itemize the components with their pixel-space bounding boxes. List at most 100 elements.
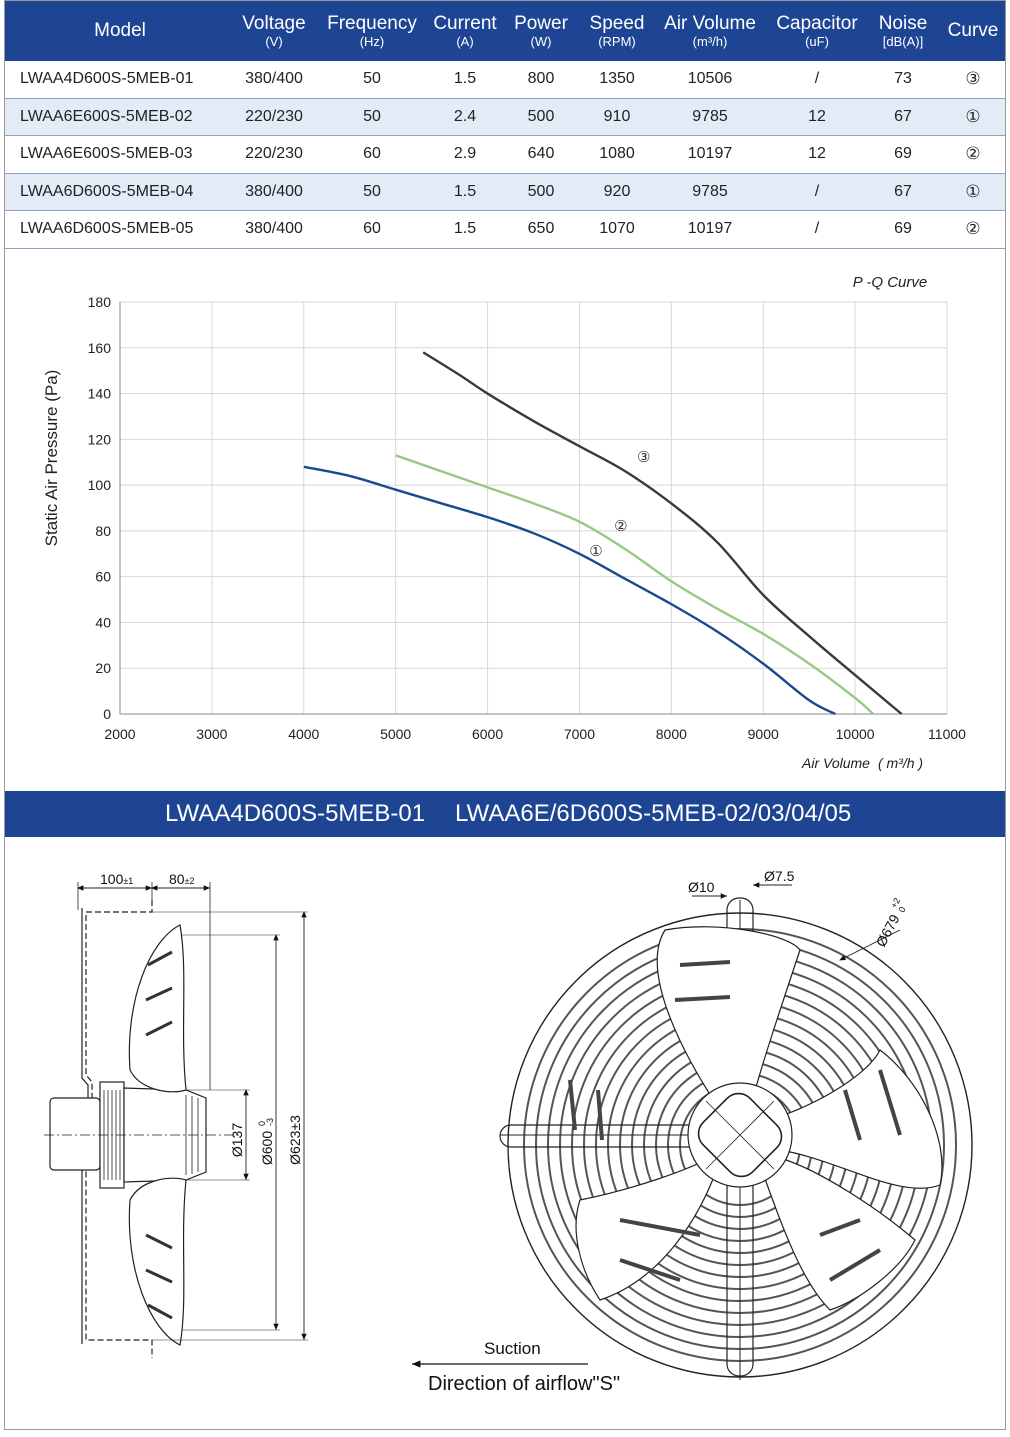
chart-series xyxy=(303,351,903,716)
y-tick-label: 160 xyxy=(88,340,112,356)
front-blade-slots xyxy=(568,960,902,1282)
header-frequency: Frequency (Hz) xyxy=(313,1,431,61)
front-blade-right xyxy=(769,1049,943,1189)
cell-capacitor: / xyxy=(769,61,865,99)
dim-679-tol-upper: +2 xyxy=(889,896,903,910)
cell-current: 2.4 xyxy=(431,98,499,136)
dim-80-tolerance: ±2 xyxy=(185,876,195,886)
table-row: LWAA6D600S-5MEB-05 380/400 60 1.5 650 10… xyxy=(5,210,1005,249)
x-tick-labels: 2000 3000 4000 5000 6000 7000 8000 9000 10000 110… xyxy=(104,726,966,742)
table-row: LWAA6D600S-5MEB-04 380/400 50 1.5 500 92… xyxy=(5,173,1005,211)
y-tick-label: 40 xyxy=(95,614,111,630)
cell-air-volume: 9785 xyxy=(651,173,769,211)
cell-frequency: 50 xyxy=(313,98,431,136)
cell-curve: ② xyxy=(941,135,1005,174)
cell-frequency: 50 xyxy=(313,173,431,211)
dim-600-label: Ø600 0 -3 xyxy=(257,1118,275,1165)
cell-model: LWAA6E600S-5MEB-02 xyxy=(5,98,235,136)
cell-model: LWAA6E600S-5MEB-03 xyxy=(5,135,235,174)
cell-speed: 1350 xyxy=(583,61,651,99)
series-line-2 xyxy=(395,454,875,715)
blade-upper xyxy=(128,924,187,1093)
dim-679-leader xyxy=(839,929,901,961)
dim-137-label: Ø137 xyxy=(229,1123,245,1157)
cell-noise: 67 xyxy=(865,173,941,211)
cell-air-volume: 10197 xyxy=(651,210,769,249)
dim-100-value: 100 xyxy=(100,871,124,887)
header-capacitor: Capacitor (uF) xyxy=(769,1,865,61)
cell-speed: 920 xyxy=(583,173,651,211)
dim-600-tol-lower: -3 xyxy=(265,1118,275,1126)
cell-current: 1.5 xyxy=(431,173,499,211)
series-label-1: ① xyxy=(589,542,602,560)
header-air-volume: Air Volume (m³/h) xyxy=(651,1,769,61)
y-tick-label: 140 xyxy=(88,386,112,402)
y-tick-labels: 0 20 40 60 80 100 120 140 160 180 xyxy=(88,294,112,722)
x-tick-label: 11000 xyxy=(928,726,966,742)
dim-679-label: Ø679 +2 0 xyxy=(873,896,908,949)
cell-frequency: 60 xyxy=(313,135,431,174)
cell-frequency: 60 xyxy=(313,210,431,249)
airflow-direction-label: Direction of airflow"S" xyxy=(428,1373,620,1395)
dim-600-tol-upper: 0 xyxy=(257,1121,267,1126)
dim-623-label: Ø623±3 xyxy=(287,1115,303,1165)
dim-80-label: 80±2 xyxy=(169,871,195,887)
dim-10-label: Ø10 xyxy=(688,879,715,895)
cell-noise: 69 xyxy=(865,135,941,174)
dim-679-tol-lower: 0 xyxy=(897,905,908,914)
x-axis-label-text: Air Volume xyxy=(801,755,870,771)
x-tick-label: 9000 xyxy=(748,726,779,742)
cell-voltage: 380/400 xyxy=(235,210,313,249)
y-tick-label: 100 xyxy=(88,477,112,493)
table-row: LWAA6E600S-5MEB-03 220/230 60 2.9 640 10… xyxy=(5,135,1005,174)
y-tick-label: 60 xyxy=(95,569,111,585)
dim-600-value: Ø600 xyxy=(259,1131,275,1165)
front-blade-lower-right xyxy=(759,1157,916,1311)
cell-noise: 69 xyxy=(865,210,941,249)
x-tick-label: 3000 xyxy=(196,726,227,742)
dim-75-label: Ø7.5 xyxy=(764,868,795,884)
cell-current: 1.5 xyxy=(431,61,499,99)
y-tick-label: 0 xyxy=(103,706,111,722)
x-tick-label: 2000 xyxy=(104,726,135,742)
motor-housing xyxy=(49,1097,101,1171)
x-tick-label: 10000 xyxy=(836,726,875,742)
cell-air-volume: 9785 xyxy=(651,98,769,136)
cell-frequency: 50 xyxy=(313,61,431,99)
cell-power: 650 xyxy=(499,210,583,249)
y-tick-label: 120 xyxy=(88,431,112,447)
cell-voltage: 380/400 xyxy=(235,173,313,211)
x-tick-label: 6000 xyxy=(472,726,503,742)
x-tick-label: 7000 xyxy=(564,726,595,742)
dim-100-tolerance: ±1 xyxy=(123,876,133,886)
front-view xyxy=(499,882,973,1380)
y-tick-label: 80 xyxy=(95,523,111,539)
front-blade-lower-left xyxy=(575,1154,721,1301)
cell-power: 640 xyxy=(499,135,583,174)
table-header-row: Model Voltage (V) Frequency (Hz) Current (A… xyxy=(5,1,1005,61)
x-tick-label: 4000 xyxy=(288,726,319,742)
cell-model: LWAA6D600S-5MEB-05 xyxy=(5,210,235,249)
header-noise: Noise [dB(A)] xyxy=(865,1,941,61)
cell-curve: ② xyxy=(941,210,1005,249)
cell-capacitor: / xyxy=(769,173,865,211)
chart-grid xyxy=(119,301,948,715)
band-model-a: LWAA4D600S-5MEB-01 xyxy=(165,800,426,827)
cell-speed: 1080 xyxy=(583,135,651,174)
header-power: Power (W) xyxy=(499,1,583,61)
spec-table: Model Voltage (V) Frequency (Hz) Current (A… xyxy=(5,1,1005,249)
series-labels: ①② ③ xyxy=(589,448,650,560)
cell-power: 500 xyxy=(499,98,583,136)
header-speed: Speed (RPM) xyxy=(583,1,651,61)
header-current: Current (A) xyxy=(431,1,499,61)
band-model-b: LWAA6E/6D600S-5MEB-02/03/04/05 xyxy=(455,800,852,827)
cell-noise: 73 xyxy=(865,61,941,99)
blade-slots xyxy=(145,950,173,1320)
cell-noise: 67 xyxy=(865,98,941,136)
cell-model: LWAA6D600S-5MEB-04 xyxy=(5,173,235,211)
page-frame xyxy=(4,0,1006,1430)
cell-capacitor: / xyxy=(769,210,865,249)
header-model: Model xyxy=(5,1,235,61)
cell-voltage: 220/230 xyxy=(235,98,313,136)
cell-power: 800 xyxy=(499,61,583,99)
